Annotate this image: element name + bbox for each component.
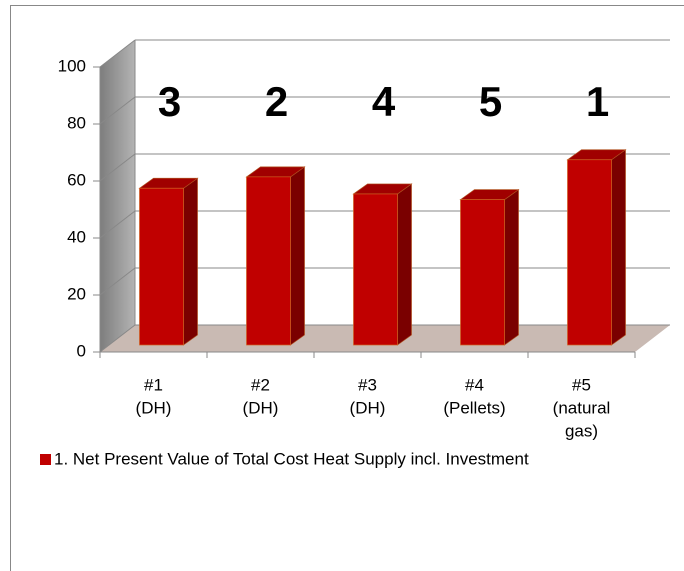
bar-side [611, 149, 626, 346]
bar [246, 176, 291, 346]
bar [353, 193, 398, 346]
x-tick-label: (DH) [136, 398, 172, 417]
bar-side [397, 183, 412, 346]
annotation: 3 [158, 78, 181, 125]
bar [139, 187, 184, 346]
y-tick-label: 20 [67, 284, 86, 303]
grid-line [99, 39, 136, 68]
bar [460, 199, 505, 346]
x-tick-label: #4 [465, 375, 484, 394]
bar-side [183, 177, 198, 346]
grid-line [99, 153, 136, 182]
y-tick-label: 0 [77, 341, 86, 360]
x-tick-label: (natural [553, 398, 611, 417]
annotation: 4 [372, 78, 396, 125]
bar-side [290, 166, 305, 346]
legend-label: 1. Net Present Value of Total Cost Heat … [54, 449, 529, 468]
legend-swatch [40, 454, 51, 465]
x-tick-label: #2 [251, 375, 270, 394]
grid-line [99, 324, 136, 353]
x-tick-label: (DH) [243, 398, 279, 417]
annotation: 2 [265, 78, 288, 125]
bar-side [504, 188, 519, 346]
x-tick-label: #1 [144, 375, 163, 394]
x-tick-label: (Pellets) [443, 398, 505, 417]
x-tick-label: #5 [572, 375, 591, 394]
y-tick-label: 40 [67, 227, 86, 246]
y-tick-label: 80 [67, 113, 86, 132]
grid-line [99, 267, 136, 296]
x-tick-label: #3 [358, 375, 377, 394]
y-tick-label: 100 [58, 56, 86, 75]
grid-line [99, 210, 136, 239]
side-wall [100, 40, 135, 352]
grid-line [99, 96, 136, 125]
annotation: 1 [586, 78, 609, 125]
annotation: 5 [479, 78, 502, 125]
y-tick-label: 60 [67, 170, 86, 189]
x-tick-label: gas) [565, 421, 598, 440]
x-tick-label: (DH) [350, 398, 386, 417]
bar [567, 159, 612, 346]
